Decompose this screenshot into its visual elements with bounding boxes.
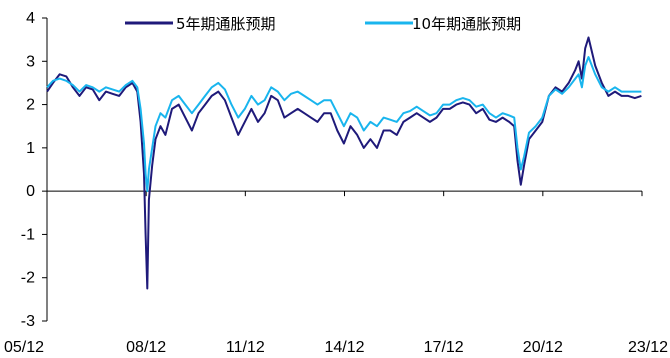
series-line-5yr xyxy=(46,36,642,290)
x-tick-label: 20/12 xyxy=(523,339,563,356)
y-axis: -3 -2 -1 0 1 2 3 4 xyxy=(21,10,48,330)
x-tick-label: 17/12 xyxy=(424,339,464,356)
y-tick-label: 4 xyxy=(26,10,35,27)
x-tick-label: 14/12 xyxy=(324,339,364,356)
legend-label: 5年期通胀预期 xyxy=(176,15,276,33)
x-tick-label: 23/12 xyxy=(628,339,668,356)
y-tick-label: 3 xyxy=(26,53,35,70)
y-tick-label: 1 xyxy=(26,140,35,157)
y-tick-label: -1 xyxy=(21,226,35,243)
y-tick-label: 2 xyxy=(26,97,35,114)
x-tick-label: 05/12 xyxy=(4,339,44,356)
legend-label: 10年期通胀预期 xyxy=(412,15,521,33)
series-lines xyxy=(46,36,642,290)
y-tick-label: -3 xyxy=(21,313,35,330)
y-tick-label: -2 xyxy=(21,270,35,287)
legend: 5年期通胀预期 10年期通胀预期 xyxy=(125,15,521,33)
x-tick-label: 08/12 xyxy=(126,339,166,356)
x-axis: 05/12 08/12 11/12 14/12 17/12 20/12 23/12 xyxy=(4,190,668,356)
x-tick-label: 11/12 xyxy=(226,339,265,356)
series-line-10yr xyxy=(46,56,642,193)
y-tick-label: 0 xyxy=(26,183,35,200)
